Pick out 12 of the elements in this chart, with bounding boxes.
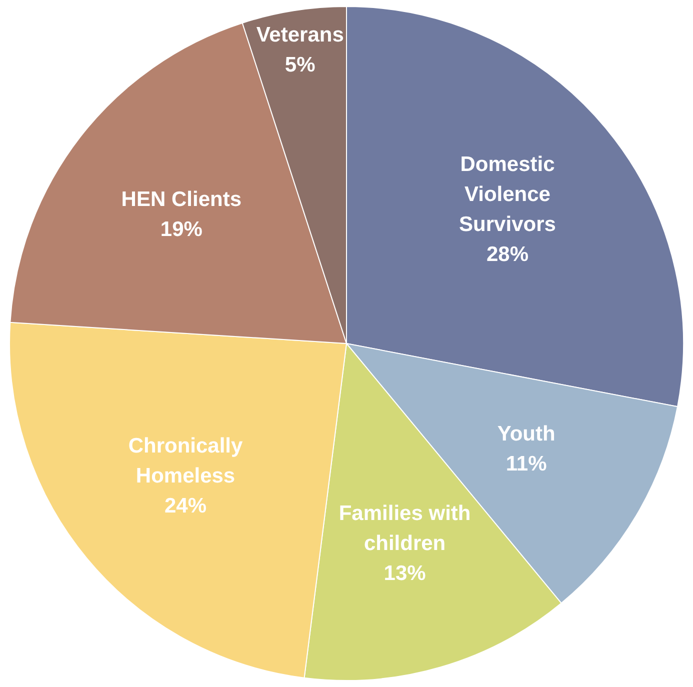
slice-label: Domestic Violence Survivors — [459, 153, 556, 236]
data-label: 24% — [164, 494, 207, 518]
slice-label: Chronically Homeless — [128, 434, 244, 488]
data-label: 28% — [486, 243, 529, 266]
slice-label: Youth — [497, 422, 556, 446]
slice-label: HEN Clients — [121, 188, 242, 212]
slice-label: Families with children — [338, 502, 471, 555]
data-label: 5% — [284, 53, 316, 76]
data-label: 13% — [384, 562, 426, 585]
slice-label: Veterans — [256, 23, 344, 46]
data-label: 19% — [160, 218, 203, 242]
data-label: 11% — [506, 452, 548, 476]
